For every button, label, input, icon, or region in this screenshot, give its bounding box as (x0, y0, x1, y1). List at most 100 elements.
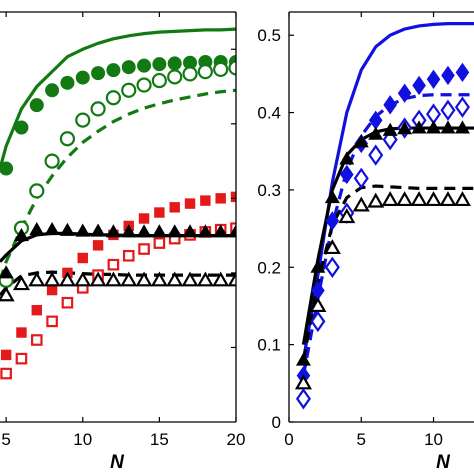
x-tick-label: 5 (1, 430, 10, 449)
filled-diamond-marker (455, 62, 470, 82)
open-triangle-marker (439, 191, 457, 207)
open-triangle-marker (410, 191, 428, 207)
filled-diamond-marker (383, 95, 397, 115)
open-triangle-marker (367, 192, 385, 208)
open-triangle-marker (396, 191, 414, 207)
filled-triangle-marker (213, 224, 229, 238)
filled-square-marker (46, 284, 58, 296)
open-triangle-marker (294, 374, 312, 390)
open-circle-marker (197, 64, 213, 80)
right-black-filled-triangle-series (295, 120, 470, 366)
left-green-dashed-line (0, 88, 236, 281)
open-triangle-marker (120, 271, 138, 287)
open-circle-marker (213, 61, 229, 78)
filled-triangle-marker (167, 224, 183, 238)
open-circle-marker (228, 60, 236, 76)
filled-circle-marker (29, 98, 44, 113)
filled-triangle-marker (13, 227, 29, 242)
filled-circle-marker (0, 161, 14, 176)
open-diamond-marker (454, 96, 470, 118)
open-triangle-marker (0, 286, 15, 302)
right-blue-solid-line (301, 22, 474, 361)
filled-circle-marker (60, 75, 75, 90)
open-diamond-marker (353, 167, 369, 190)
open-square-marker (107, 258, 120, 271)
filled-triangle-marker (440, 120, 456, 134)
open-triangle-marker (104, 271, 122, 287)
filled-triangle-marker (310, 259, 326, 273)
filled-triangle-marker (136, 224, 152, 238)
y-tick-label: 0.5 (257, 26, 281, 45)
filled-diamond-marker (325, 211, 340, 231)
filled-square-marker (16, 327, 27, 338)
filled-circle-marker (91, 66, 106, 81)
open-triangle-marker (338, 208, 356, 224)
open-circle-marker (167, 69, 183, 85)
open-diamond-marker (368, 144, 384, 166)
filled-square-marker (31, 304, 42, 316)
right-blue-open-diamond-series (295, 96, 470, 410)
y-tick-label: 0.2 (257, 258, 281, 277)
filled-square-marker (0, 349, 12, 361)
open-triangle-marker (166, 271, 184, 287)
y-tick-label: 0 (272, 413, 281, 432)
right-axes: 0 5 10 0 0.1 0.2 0.3 0.4 0.5 N (257, 11, 474, 473)
right-black-dashed-line (301, 184, 474, 361)
filled-circle-marker (14, 120, 29, 135)
open-circle-marker (105, 90, 122, 106)
filled-triangle-marker (197, 224, 213, 238)
filled-circle-marker (106, 63, 121, 78)
open-square-marker (30, 334, 43, 346)
right-blue-filled-diamond-series (296, 62, 470, 386)
open-diamond-marker (324, 256, 340, 278)
open-triangle-marker (43, 271, 61, 287)
filled-triangle-marker (44, 222, 60, 236)
open-circle-marker (121, 82, 137, 98)
open-triangle-marker (323, 239, 341, 255)
open-circle-marker (182, 66, 198, 82)
open-triangle-marker (352, 196, 370, 212)
left-panel: 5 10 15 20 N (0, 11, 245, 473)
open-triangle-marker (74, 271, 92, 287)
open-triangle-marker (89, 271, 107, 287)
filled-triangle-marker (182, 224, 198, 238)
filled-triangle-marker (411, 120, 427, 134)
filled-diamond-marker (426, 69, 441, 89)
filled-triangle-marker (339, 151, 355, 165)
filled-triangle-marker (121, 224, 137, 238)
filled-square-marker (215, 193, 226, 204)
open-triangle-marker (212, 271, 230, 287)
right-black-open-triangle-series (294, 191, 471, 390)
open-circle-marker (136, 77, 152, 93)
left-black-filled-triangle-series (0, 222, 236, 279)
x-tick-label: 10 (73, 430, 92, 449)
x-tick-label: 15 (150, 430, 169, 449)
filled-circle-marker (75, 70, 90, 85)
open-circle-marker (59, 131, 76, 147)
left-red-open-square-series (0, 222, 236, 380)
left-axes: 5 10 15 20 N (0, 11, 245, 473)
filled-diamond-marker (412, 75, 426, 96)
left-black-open-triangle-series (0, 271, 236, 302)
filled-square-marker (169, 202, 180, 213)
filled-triangle-marker (105, 224, 121, 238)
filled-square-marker (200, 195, 211, 206)
x-axis-title: N (436, 452, 451, 473)
filled-triangle-marker (151, 224, 167, 238)
filled-diamond-marker (441, 65, 455, 86)
filled-circle-marker (167, 56, 182, 71)
open-square-marker (15, 352, 28, 365)
left-green-solid-line (0, 27, 236, 169)
filled-circle-marker (45, 83, 60, 98)
x-tick-label: 0 (284, 430, 293, 449)
open-circle-marker (29, 183, 45, 199)
open-triangle-marker (227, 271, 236, 287)
open-square-marker (46, 315, 58, 328)
filled-square-marker (154, 207, 165, 218)
filled-square-marker (138, 213, 150, 224)
open-circle-marker (75, 112, 91, 128)
open-diamond-marker (440, 99, 456, 121)
x-axis-title: N (110, 452, 125, 473)
filled-square-marker (92, 240, 104, 251)
filled-triangle-marker (382, 122, 398, 136)
